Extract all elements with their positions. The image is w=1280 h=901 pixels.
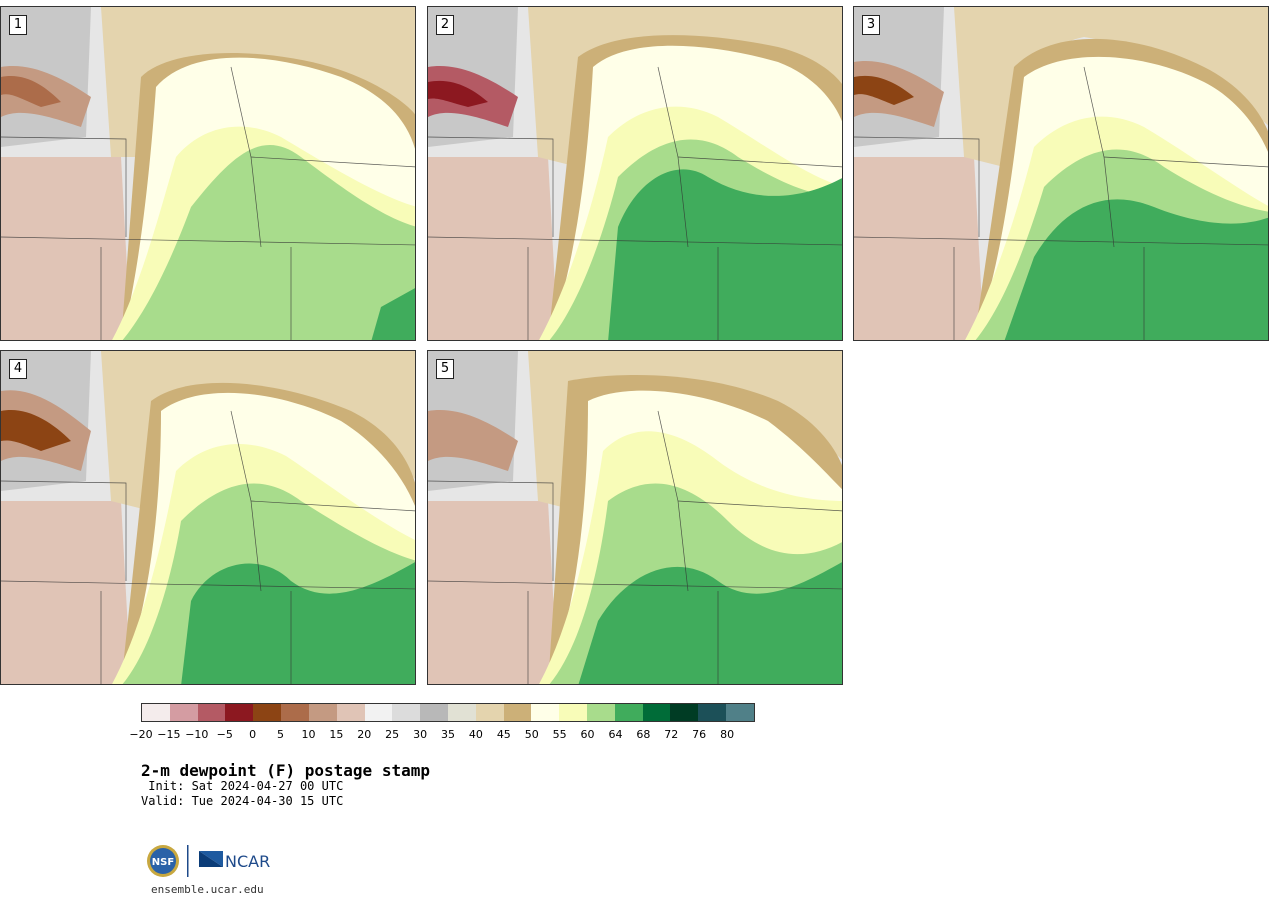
colorbar-segment [531,704,560,721]
colorbar-segment [253,704,282,721]
colorbar-tick-label: −20 [129,728,153,741]
colorbar-segment [614,704,643,721]
colorbar-tick-label: −10 [185,728,209,741]
dewpoint-map-1 [1,7,415,340]
colorbar-segment [587,704,615,721]
colorbar-segment [559,704,587,721]
valid-time: Valid: Tue 2024-04-30 15 UTC [141,794,344,808]
colorbar-tick-label: 20 [357,728,372,741]
colorbar-tick-label: 15 [329,728,344,741]
colorbar-segment [726,704,754,721]
colorbar-segment [364,704,393,721]
colorbar-segment [447,704,476,721]
colorbar-segment [503,704,532,721]
colorbar-tick-label: 40 [468,728,483,741]
colorbar-segment [308,704,337,721]
colorbar-segment [225,704,254,721]
colorbar-tick-label: 30 [413,728,428,741]
colorbar-tick-label: 80 [720,728,735,741]
dewpoint-map-3 [854,7,1268,340]
panel-number: 3 [862,15,880,35]
stamp-panel-1: 1 [0,6,416,341]
colorbar-tick-label: 68 [636,728,651,741]
colorbar-segment [392,704,421,721]
stamp-panel-3: 3 [853,6,1269,341]
colorbar-tick-label: −15 [157,728,181,741]
colorbar-segment [420,704,448,721]
stamp-panel-5: 5 [427,350,843,685]
ncar-logo-icon: NCAR [199,851,270,871]
colorbar-segment [475,704,504,721]
panel-number: 5 [436,359,454,379]
colorbar-tick-label: −5 [216,728,233,741]
colorbar-tick-label: 25 [385,728,400,741]
dewpoint-map-5 [428,351,842,684]
dewpoint-colorbar [141,703,755,722]
figure-title: 2-m dewpoint (F) postage stamp [141,761,430,780]
colorbar-tick-labels: −20 −15 −10 −5 0 5 10 15 20 25 30 35 40 45 50 55 60 64 68 7… [129,728,755,742]
colorbar-tick-label: 35 [441,728,455,741]
colorbar-tick-label: 5 [277,728,285,741]
colorbar-tick-label: 45 [496,728,511,741]
colorbar-tick-label: 55 [552,728,567,741]
colorbar-segment [698,704,727,721]
colorbar-tick-label: 10 [301,728,316,741]
colorbar-segment [142,704,170,721]
colorbar-segment [670,704,699,721]
website-url: ensemble.ucar.edu [151,883,264,896]
colorbar-tick-label: 64 [608,728,623,741]
colorbar-segment [169,704,198,721]
dewpoint-map-2 [428,7,842,340]
init-time: Init: Sat 2024-04-27 00 UTC [141,779,344,793]
ncar-text: NCAR [225,852,270,871]
nsf-logo-icon: NSF [147,845,179,877]
stamp-panel-4: 4 [0,350,416,685]
colorbar-tick-label: 72 [664,728,679,741]
colorbar-tick-label: 0 [249,728,257,741]
dewpoint-map-4 [1,351,415,684]
panel-number: 1 [9,15,27,35]
colorbar-tick-label: 50 [524,728,539,741]
colorbar-segment [336,704,365,721]
colorbar-segment [281,704,309,721]
logos: NSF NCAR [145,843,275,879]
colorbar-tick-label: 76 [692,728,707,741]
colorbar-segment [642,704,671,721]
panel-number: 2 [436,15,454,35]
colorbar-segment [197,704,226,721]
nsf-ncar-logos: NSF NCAR [147,845,270,877]
colorbar-tick-label: 60 [580,728,595,741]
nsf-text: NSF [152,857,174,868]
stamp-panel-2: 2 [427,6,843,341]
panel-number: 4 [9,359,27,379]
